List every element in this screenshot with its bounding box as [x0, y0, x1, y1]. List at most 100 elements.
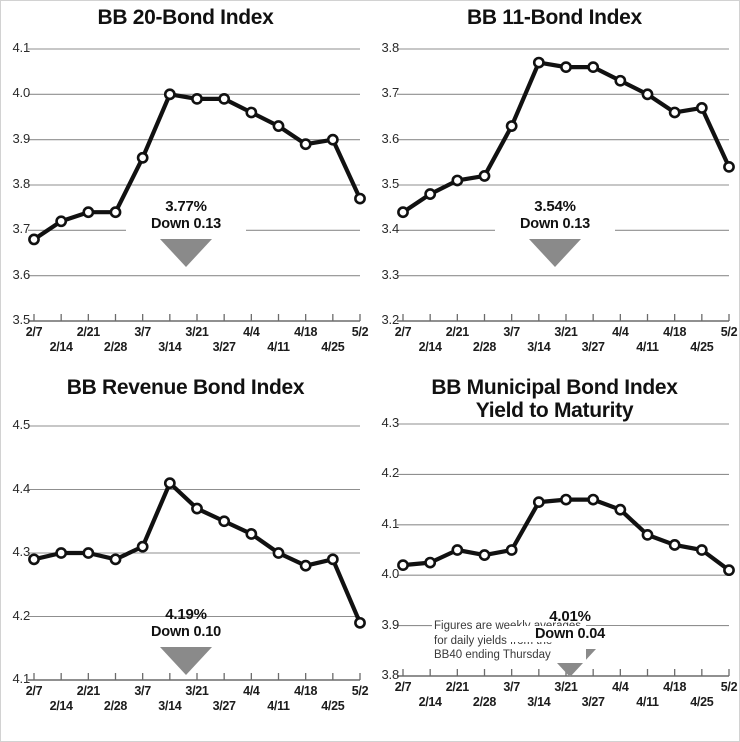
y-axis-tick-label: 3.6 — [12, 266, 31, 282]
y-axis-tick-label: 3.9 — [12, 130, 31, 146]
x-axis-tick-label: 5/2 — [351, 684, 369, 698]
x-axis-tick-label: 2/21 — [445, 680, 469, 694]
y-axis-tick-label: 4.0 — [12, 85, 31, 101]
chart-panel-bb-11-bond-index: BB 11-Bond Index 3.54% Down 0.13 3.8 3.7 3… — [370, 1, 739, 371]
chart-title: BB Revenue Bond Index — [66, 376, 305, 399]
x-axis-tick-label: 3/27 — [212, 340, 236, 354]
x-axis-tick-label: 3/27 — [581, 695, 605, 709]
x-axis-tick-label: 5/2 — [351, 325, 369, 339]
annotation-percent: 3.77% — [165, 198, 207, 215]
x-axis-tick-label: 2/28 — [472, 340, 497, 354]
chart-title: BB Municipal Bond Index Yield to Maturit… — [431, 376, 678, 422]
x-axis-tick-label: 2/7 — [25, 684, 43, 698]
x-axis-tick-label: 4/18 — [294, 325, 318, 339]
x-axis-tick-label: 2/7 — [394, 325, 412, 339]
x-axis-tick-label: 4/25 — [321, 699, 345, 713]
chart-panel-bb-municipal-bond-index: BB Municipal Bond Index Yield to Maturit… — [370, 371, 739, 741]
x-axis-tick-label: 2/28 — [103, 699, 128, 713]
x-axis-tick-label: 3/14 — [527, 695, 551, 709]
x-axis-tick-label: 4/25 — [321, 340, 345, 354]
x-axis-tick-label: 4/11 — [267, 340, 290, 354]
y-axis-tick-label: 3.9 — [381, 616, 400, 632]
y-axis-tick-label: 4.5 — [12, 417, 31, 432]
x-axis-tick-label: 3/21 — [554, 680, 578, 694]
x-axis-tick-label: 2/21 — [76, 325, 100, 339]
y-axis-tick-label: 3.7 — [381, 85, 400, 101]
x-axis-tick-label: 4/4 — [612, 325, 629, 339]
plot-area — [370, 371, 739, 741]
x-axis-tick-label: 3/14 — [158, 699, 182, 713]
x-axis-tick-label: 5/2 — [720, 680, 738, 694]
chart-panel-bb-20-bond-index: BB 20-Bond Index 3.77% Down 0.13 4.1 4.0 3… — [1, 1, 370, 371]
x-axis-tick-label: 2/14 — [418, 695, 442, 709]
annotation-callout: 4.19% Down 0.10 — [126, 606, 246, 641]
x-axis-tick-label: 3/21 — [554, 325, 578, 339]
x-axis-tick-label: 4/11 — [636, 695, 659, 709]
y-axis-tick-label: 4.1 — [12, 40, 31, 55]
x-axis-tick-label: 4/11 — [267, 699, 290, 713]
x-axis-tick-label: 4/4 — [243, 325, 260, 339]
x-axis-tick-label: 4/4 — [243, 684, 260, 698]
y-axis-tick-label: 3.2 — [381, 312, 400, 327]
y-axis-tick-label: 3.4 — [381, 221, 400, 237]
x-axis-tick-label: 5/2 — [720, 325, 738, 339]
annotation-change: Down 0.13 — [126, 215, 246, 233]
chart-title: BB 11-Bond Index — [467, 6, 642, 29]
y-axis-tick-label: 4.1 — [381, 515, 400, 531]
plot-svg — [28, 48, 366, 322]
y-axis-tick-label: 3.8 — [381, 40, 400, 55]
x-axis-tick-label: 3/21 — [185, 325, 209, 339]
x-axis-tick-label: 4/25 — [690, 695, 714, 709]
x-axis-tick-label: 2/28 — [103, 340, 128, 354]
x-axis-tick-label: 2/7 — [394, 680, 412, 694]
x-axis-tick-label: 4/4 — [612, 680, 629, 694]
y-axis-tick-label: 4.2 — [381, 465, 400, 481]
x-axis-tick-label: 3/14 — [158, 340, 182, 354]
x-axis-tick-label: 3/7 — [134, 325, 151, 339]
annotation-percent: 4.01% — [549, 608, 591, 625]
x-axis-tick-label: 2/14 — [418, 340, 442, 354]
x-axis-tick-label: 2/28 — [472, 695, 497, 709]
chart-panel-bb-revenue-bond-index: BB Revenue Bond Index 4.19% Down 0.10 4.… — [1, 371, 370, 741]
annotation-change: Down 0.10 — [126, 623, 246, 641]
x-axis-tick-label: 4/11 — [636, 340, 659, 354]
x-axis-tick-label: 2/14 — [49, 699, 73, 713]
x-axis-tick-label: 3/7 — [503, 680, 520, 694]
y-axis-tick-label: 3.5 — [381, 176, 400, 191]
chart-title: BB 20-Bond Index — [97, 6, 274, 29]
annotation-callout: 3.77% Down 0.13 — [126, 198, 246, 233]
y-axis-tick-label: 4.3 — [12, 544, 31, 559]
annotation-callout: 4.01% Down 0.04 — [510, 608, 630, 643]
annotation-percent: 3.54% — [534, 198, 576, 215]
y-axis-tick-label: 3.3 — [381, 266, 400, 282]
x-axis-tick-label: 3/14 — [527, 340, 551, 354]
y-axis-tick-label: 3.8 — [381, 667, 400, 682]
x-axis-tick-label: 3/7 — [134, 684, 151, 698]
x-axis-tick-label: 4/18 — [294, 684, 318, 698]
annotation-change: Down 0.04 — [510, 625, 630, 643]
y-axis-tick-label: 3.5 — [12, 312, 31, 327]
x-axis-tick-label: 2/7 — [25, 325, 43, 339]
x-axis-tick-label: 2/21 — [445, 325, 469, 339]
plot-area — [1, 1, 370, 371]
x-axis-tick-label: 3/7 — [503, 325, 520, 339]
down-triangle-icon — [529, 239, 581, 267]
y-axis-tick-label: 4.2 — [12, 607, 31, 623]
y-axis-tick-label: 4.0 — [381, 566, 400, 582]
annotation-callout: 3.54% Down 0.13 — [495, 198, 615, 233]
plot-svg — [397, 423, 735, 677]
x-axis-tick-label: 2/21 — [76, 684, 100, 698]
x-axis-tick-label: 4/18 — [663, 325, 687, 339]
x-axis-tick-label: 3/21 — [185, 684, 209, 698]
y-axis-tick-label: 3.6 — [381, 130, 400, 146]
down-triangle-icon — [160, 239, 212, 267]
plot-svg — [397, 48, 735, 322]
annotation-percent: 4.19% — [165, 606, 207, 623]
x-axis-tick-label: 4/18 — [663, 680, 687, 694]
x-axis-tick-label: 3/27 — [212, 699, 236, 713]
plot-area — [370, 1, 739, 371]
y-axis-tick-label: 4.4 — [12, 480, 31, 496]
y-axis-tick-label: 4.3 — [381, 415, 400, 430]
plot-svg — [28, 425, 366, 681]
